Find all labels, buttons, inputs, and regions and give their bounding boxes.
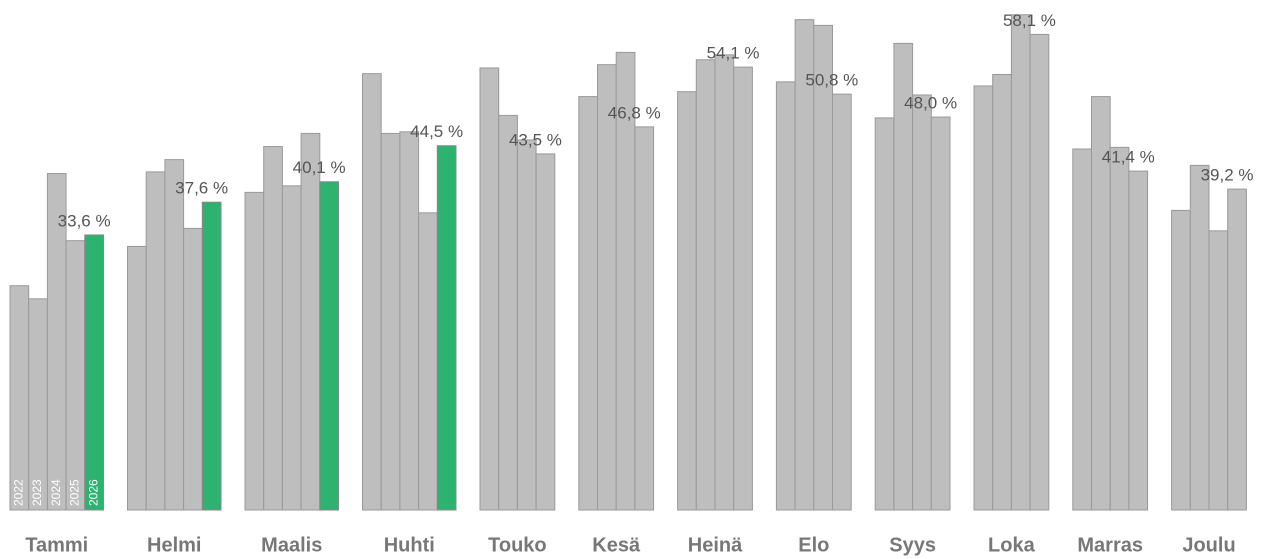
data-label: 43,5 % [509, 130, 562, 149]
x-tick-label: Huhti [384, 534, 435, 556]
bar [1171, 209, 1191, 511]
bar [893, 42, 914, 511]
bar [380, 132, 401, 511]
bar [1010, 14, 1031, 511]
bar [578, 96, 598, 511]
bar [319, 181, 339, 511]
data-label: 58,1 % [1003, 11, 1056, 30]
bar [733, 66, 753, 511]
bar [300, 132, 321, 511]
bar [516, 139, 537, 511]
x-tick-label: Maalis [261, 534, 322, 556]
bar [535, 153, 556, 511]
data-label: 40,1 % [293, 158, 346, 177]
bar [183, 227, 203, 511]
bar [65, 240, 86, 511]
series-label: 2024 [49, 479, 63, 506]
bar [84, 234, 105, 511]
bar [399, 131, 420, 511]
x-tick-label: Helmi [147, 534, 201, 556]
bar [201, 201, 222, 511]
bar [498, 114, 518, 511]
bar [695, 59, 716, 511]
bar [145, 171, 166, 511]
bar [418, 212, 438, 511]
x-tick-label: Loka [988, 534, 1036, 556]
series-label: 2025 [68, 479, 82, 506]
bar [1029, 33, 1050, 511]
bar [281, 185, 302, 511]
bar [714, 54, 735, 511]
series-label: 2026 [86, 479, 100, 506]
bar [775, 81, 796, 511]
x-tick-label: Elo [798, 534, 829, 556]
x-tick-label: Kesä [592, 534, 641, 556]
data-label: 54,1 % [707, 44, 760, 63]
x-tick-label: Tammi [25, 534, 88, 556]
bar [479, 67, 500, 511]
data-label: 33,6 % [58, 211, 111, 230]
x-tick-label: Joulu [1182, 534, 1235, 556]
bar [992, 73, 1012, 511]
series-label: 2023 [30, 479, 44, 506]
bar [164, 159, 185, 511]
bar [1227, 188, 1247, 511]
bar [244, 191, 265, 511]
x-tick-label: Touko [488, 534, 547, 556]
bar [436, 145, 457, 511]
data-label: 48,0 % [904, 94, 957, 113]
bar [362, 73, 382, 511]
x-tick-label: Syys [889, 534, 936, 556]
bar [677, 91, 697, 511]
data-label: 46,8 % [608, 103, 661, 122]
bar [1109, 146, 1130, 511]
bar [28, 298, 48, 511]
bar [9, 285, 30, 511]
bar [930, 116, 951, 511]
x-tick-label: Heinä [688, 534, 743, 556]
bar [912, 94, 932, 511]
bar [1208, 230, 1229, 511]
bar [813, 24, 833, 511]
bar [597, 64, 617, 511]
data-label: 44,5 % [410, 122, 463, 141]
data-label: 50,8 % [805, 71, 858, 90]
data-label: 41,4 % [1102, 148, 1155, 167]
bar [794, 19, 815, 511]
data-label: 37,6 % [175, 179, 228, 198]
bar [1072, 148, 1093, 511]
bar [874, 117, 895, 511]
bar [263, 146, 283, 511]
bar [1189, 164, 1210, 511]
bar [127, 245, 147, 511]
x-tick-label: Marras [1077, 534, 1143, 556]
bar [973, 85, 994, 511]
series-label: 2022 [12, 479, 26, 506]
bar [634, 126, 655, 511]
bar [832, 93, 852, 511]
data-label: 39,2 % [1201, 166, 1254, 185]
bar [1128, 170, 1149, 511]
